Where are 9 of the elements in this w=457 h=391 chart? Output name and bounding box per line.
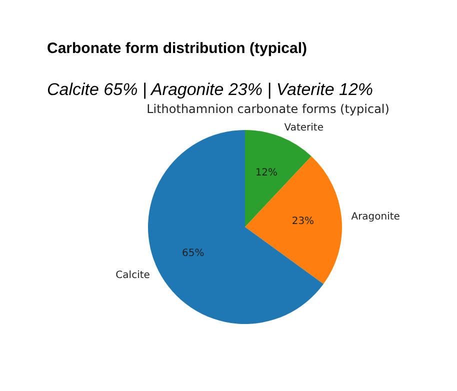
data-label: 65% [182,248,204,260]
text: Carbonate form distribution (typical) [47,40,308,57]
chart-title: Lithothamnion carbonate forms (typical) [146,102,390,116]
data-label: 23% [292,216,314,228]
data-label: 12% [255,167,278,178]
text: Calcite 65% | Aragonite 23% | Vaterite 12% [47,80,374,100]
slice-label: Vaterite [284,122,324,134]
slice-label: Calcite [116,270,150,282]
slice-label: Aragonite [351,212,400,223]
